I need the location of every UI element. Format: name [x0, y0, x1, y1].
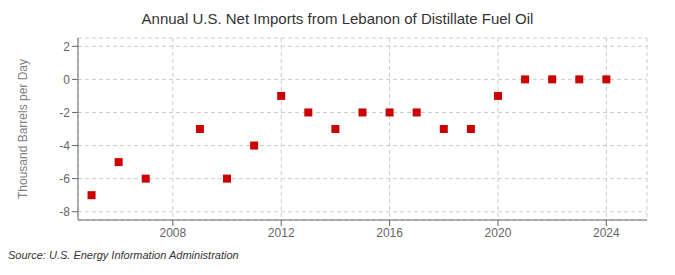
svg-text:-6: -6	[59, 172, 70, 186]
svg-text:2016: 2016	[376, 226, 403, 240]
svg-text:-8: -8	[59, 205, 70, 219]
svg-text:2: 2	[63, 40, 70, 54]
svg-text:2020: 2020	[485, 226, 512, 240]
svg-text:-2: -2	[59, 106, 70, 120]
svg-text:2008: 2008	[159, 226, 186, 240]
html-text:Source: U.S. Energy Informatio: Source: U.S. Energy Information Administ…	[8, 249, 239, 261]
svg-text:2012: 2012	[268, 226, 295, 240]
svg-text:-4: -4	[59, 139, 70, 153]
svg-text:2024: 2024	[593, 226, 620, 240]
svg-text:Thousand Barrels per Day: Thousand Barrels per Day	[16, 59, 30, 199]
html-text:Annual U.S. Net Imports from L: Annual U.S. Net Imports from Lebanon of …	[141, 10, 534, 27]
svg-text:0: 0	[63, 73, 70, 87]
